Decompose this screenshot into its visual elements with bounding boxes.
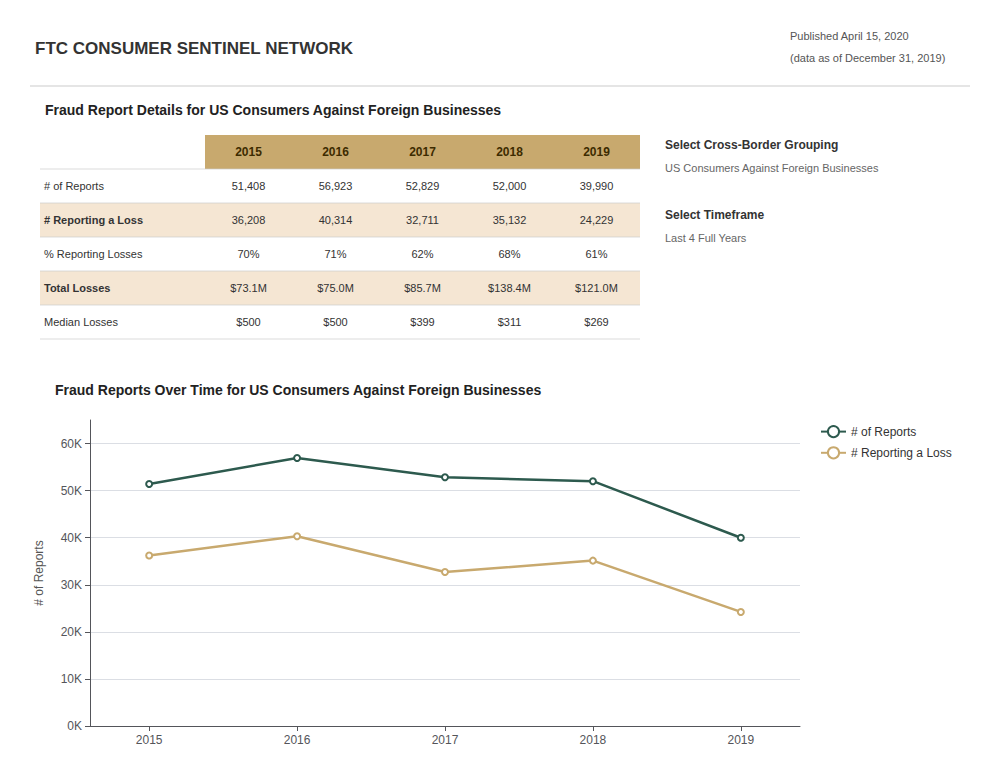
svg-text:# Reporting a Loss: # Reporting a Loss xyxy=(851,446,952,460)
svg-text:$85.7M: $85.7M xyxy=(404,282,441,294)
svg-text:61%: 61% xyxy=(585,248,607,260)
svg-text:Fraud Reports Over Time for US: Fraud Reports Over Time for US Consumers… xyxy=(55,382,541,398)
svg-text:2019: 2019 xyxy=(583,145,610,159)
svg-text:40,314: 40,314 xyxy=(319,214,353,226)
svg-text:# of Reports: # of Reports xyxy=(32,540,46,605)
svg-text:39,990: 39,990 xyxy=(580,180,614,192)
svg-text:US Consumers Against Foreign B: US Consumers Against Foreign Businesses xyxy=(665,162,879,174)
svg-text:30K: 30K xyxy=(61,578,82,592)
svg-text:# Reporting a Loss: # Reporting a Loss xyxy=(44,214,143,226)
svg-text:2015: 2015 xyxy=(136,733,163,747)
svg-text:51,408: 51,408 xyxy=(232,180,266,192)
svg-text:0K: 0K xyxy=(67,719,82,733)
svg-text:2016: 2016 xyxy=(284,733,311,747)
svg-text:62%: 62% xyxy=(411,248,433,260)
svg-text:Published April 15, 2020: Published April 15, 2020 xyxy=(790,30,909,42)
svg-text:10K: 10K xyxy=(61,672,82,686)
svg-text:$500: $500 xyxy=(323,316,347,328)
svg-text:$73.1M: $73.1M xyxy=(230,282,267,294)
svg-text:2015: 2015 xyxy=(235,145,262,159)
svg-text:$311: $311 xyxy=(498,316,522,328)
svg-text:40K: 40K xyxy=(61,531,82,545)
svg-text:52,829: 52,829 xyxy=(406,180,440,192)
svg-text:71%: 71% xyxy=(324,248,346,260)
svg-text:2017: 2017 xyxy=(432,733,459,747)
svg-text:52,000: 52,000 xyxy=(493,180,527,192)
svg-text:35,132: 35,132 xyxy=(493,214,527,226)
svg-text:56,923: 56,923 xyxy=(319,180,353,192)
svg-text:$121.0M: $121.0M xyxy=(575,282,618,294)
svg-text:Select Timeframe: Select Timeframe xyxy=(665,208,764,222)
svg-text:# of Reports: # of Reports xyxy=(44,180,104,192)
svg-text:Select Cross-Border Grouping: Select Cross-Border Grouping xyxy=(665,138,838,152)
svg-text:$269: $269 xyxy=(584,316,608,328)
svg-text:$399: $399 xyxy=(410,316,434,328)
svg-text:$75.0M: $75.0M xyxy=(317,282,354,294)
svg-text:$138.4M: $138.4M xyxy=(488,282,531,294)
svg-text:2019: 2019 xyxy=(727,733,754,747)
svg-text:Median Losses: Median Losses xyxy=(44,316,118,328)
svg-text:32,711: 32,711 xyxy=(406,214,439,226)
svg-text:$500: $500 xyxy=(236,316,260,328)
svg-text:2017: 2017 xyxy=(409,145,436,159)
svg-text:68%: 68% xyxy=(498,248,520,260)
svg-text:(data as of December 31, 2019): (data as of December 31, 2019) xyxy=(790,52,945,64)
svg-text:FTC CONSUMER SENTINEL NETWORK: FTC CONSUMER SENTINEL NETWORK xyxy=(35,39,354,58)
svg-text:Fraud Report Details for US Co: Fraud Report Details for US Consumers Ag… xyxy=(45,102,501,118)
svg-text:2018: 2018 xyxy=(580,733,607,747)
svg-text:Last 4 Full Years: Last 4 Full Years xyxy=(665,232,747,244)
svg-text:20K: 20K xyxy=(61,625,82,639)
svg-text:24,229: 24,229 xyxy=(580,214,614,226)
svg-text:2016: 2016 xyxy=(322,145,349,159)
svg-text:# of Reports: # of Reports xyxy=(851,425,916,439)
svg-text:2018: 2018 xyxy=(496,145,523,159)
svg-text:Total Losses: Total Losses xyxy=(44,282,110,294)
svg-text:36,208: 36,208 xyxy=(232,214,266,226)
svg-text:60K: 60K xyxy=(61,437,82,451)
svg-text:70%: 70% xyxy=(237,248,259,260)
svg-text:% Reporting Losses: % Reporting Losses xyxy=(44,248,143,260)
svg-text:50K: 50K xyxy=(61,484,82,498)
